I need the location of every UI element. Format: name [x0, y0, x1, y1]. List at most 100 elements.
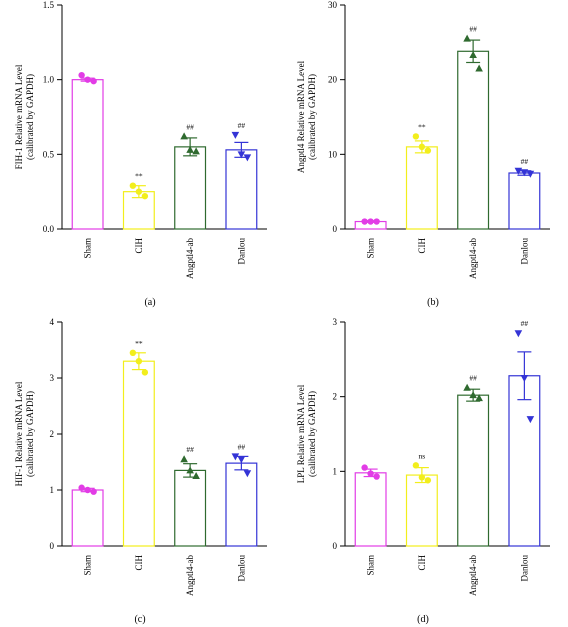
data-point	[141, 192, 149, 200]
x-tick-label: Angptl4-ab	[185, 555, 195, 596]
x-tick-label: CIH	[134, 238, 144, 254]
data-point	[129, 349, 137, 356]
significance-label: ##	[521, 157, 529, 166]
data-point	[84, 486, 91, 494]
data-point	[84, 76, 91, 83]
y-tick-label: 0	[333, 541, 338, 551]
significance-label: ns	[419, 451, 426, 460]
significance-label: **	[135, 172, 143, 181]
y-axis-label: HIF-1 Relative mRNA Level	[14, 381, 24, 486]
bar-cih	[405, 474, 438, 547]
data-point	[469, 51, 477, 59]
x-tick-label: Angptl4-ab	[468, 238, 478, 279]
y-axis-label: FIH-1 Relative mRNA Level	[14, 64, 24, 169]
significance-label: ##	[521, 319, 529, 328]
y-axis-label-units: (calibrated by GAPDH)	[25, 391, 35, 477]
significance-label: ##	[186, 445, 194, 454]
y-tick-label: 1	[50, 485, 55, 495]
bar-angptl4-ab	[174, 469, 207, 547]
data-point	[526, 170, 535, 178]
data-point	[237, 456, 246, 464]
data-point	[520, 169, 529, 177]
data-point	[418, 474, 426, 481]
panel-label: (d)	[417, 614, 429, 625]
data-point	[129, 182, 137, 189]
data-point	[463, 34, 471, 42]
significance-label: ##	[238, 442, 246, 451]
bar-danlou	[225, 149, 258, 230]
data-point	[192, 472, 200, 479]
data-point	[186, 466, 194, 474]
data-point	[463, 383, 471, 391]
data-point	[412, 462, 420, 469]
significance-label: ##	[186, 122, 194, 131]
y-axis-label-units: (calibrated by GAPDH)	[25, 74, 35, 160]
y-tick-label: 3	[50, 373, 55, 383]
significance-label: ##	[238, 121, 246, 130]
y-tick-label: 10	[328, 149, 338, 159]
data-point	[424, 477, 432, 484]
y-tick-label: 20	[328, 75, 338, 85]
chart-panel-b: 0 10 20 30 Angptl4 Relative mRNA Level (calib…	[296, 0, 550, 308]
data-point	[243, 470, 252, 478]
data-point	[418, 143, 426, 151]
y-axis-label-units: (calibrated by GAPDH)	[307, 391, 317, 477]
y-tick-label: 2	[333, 392, 338, 402]
bar-danlou	[508, 375, 541, 547]
y-tick-label: 3	[333, 317, 338, 327]
bar-danlou	[508, 172, 541, 230]
x-tick-label: Danlou	[519, 555, 529, 582]
y-tick-label: 1.5	[43, 0, 55, 10]
data-point	[361, 464, 368, 471]
data-point	[469, 391, 477, 399]
data-point	[514, 330, 523, 338]
data-point	[475, 64, 483, 72]
significance-label: **	[418, 122, 426, 131]
data-point	[135, 188, 143, 195]
y-tick-label: 0	[50, 541, 55, 551]
data-point	[520, 375, 529, 382]
chart-panel-c: 0 1 2 3 4 HIF-1 Relative mRNA Level (calibrate…	[14, 317, 267, 625]
data-point	[237, 151, 246, 159]
x-tick-label: Sham	[83, 238, 93, 259]
data-point	[424, 147, 432, 154]
y-tick-label: 0	[333, 224, 338, 234]
y-tick-label: 1.0	[43, 75, 55, 85]
bar-angptl4-ab	[457, 50, 490, 230]
panel-label: (c)	[134, 614, 145, 625]
panel-label: (a)	[144, 297, 155, 308]
data-point	[526, 416, 535, 424]
x-tick-label: Danlou	[236, 238, 246, 265]
y-axis-label: Angptl4 Relative mRNA Level	[296, 60, 306, 173]
significance-label: ##	[469, 374, 477, 383]
bar-sham	[71, 489, 104, 547]
data-point	[78, 484, 85, 491]
data-point	[192, 147, 200, 155]
data-point	[90, 77, 97, 85]
data-point	[231, 453, 240, 461]
significance-label: **	[135, 339, 143, 348]
x-tick-label: Angptl4-ab	[468, 555, 478, 596]
x-tick-label: Danlou	[519, 238, 529, 265]
y-tick-label: 30	[328, 0, 338, 10]
x-tick-label: CIH	[417, 238, 427, 254]
x-tick-label: Sham	[366, 555, 376, 576]
y-axis-label: LPL Relative mRNA Level	[296, 384, 306, 483]
data-point	[90, 488, 97, 495]
y-tick-label: 4	[50, 317, 55, 327]
data-point	[180, 455, 188, 463]
panel-label: (b)	[427, 297, 439, 308]
data-point	[475, 394, 483, 402]
x-tick-label: Angptl4-ab	[185, 238, 195, 279]
y-tick-label: 0.0	[43, 224, 55, 234]
data-point	[367, 218, 374, 225]
bar-cih	[405, 146, 438, 230]
x-tick-label: Sham	[83, 555, 93, 576]
y-tick-label: 1	[333, 466, 338, 476]
data-point	[373, 473, 380, 480]
chart-panel-a: 0.0 0.5 1.0 1.5 FIH-1 Relative mRNA Level (ca…	[14, 0, 267, 308]
x-tick-label: Sham	[366, 238, 376, 259]
y-tick-label: 0.5	[43, 149, 55, 159]
x-tick-label: Danlou	[236, 555, 246, 582]
